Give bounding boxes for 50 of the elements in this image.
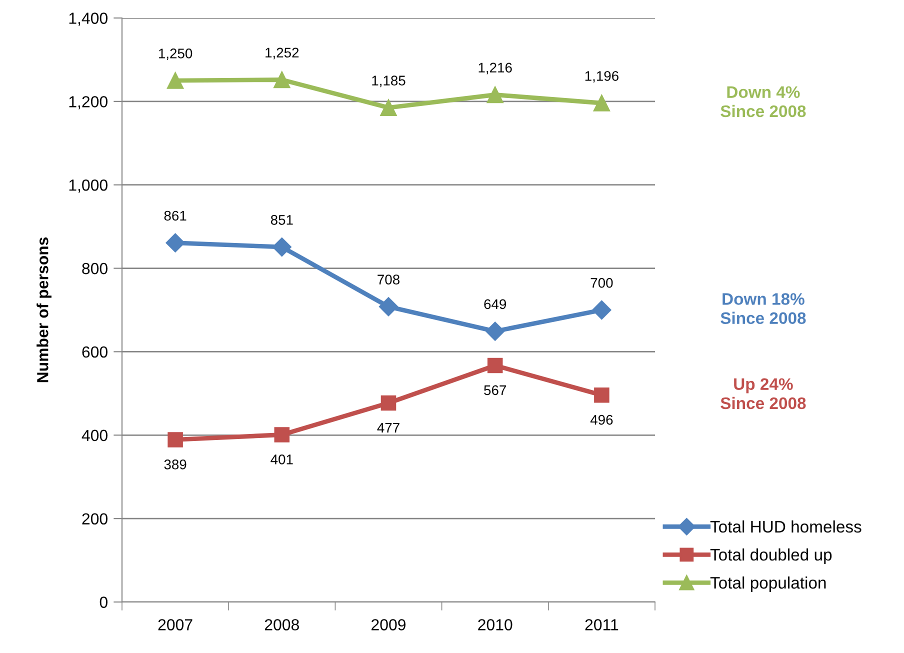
legend-label: Total doubled up [710,548,832,564]
point [378,297,398,316]
point [486,322,505,341]
y-tick-label: 800 [82,262,108,274]
x-tick-label: 2010 [478,619,512,630]
x-tick-label: 2008 [264,619,299,630]
x-tick-label: 2007 [158,619,192,630]
data-label: 649 [484,299,506,310]
y-tick-label: 1,200 [69,96,108,110]
point [274,427,290,442]
data-label: 496 [590,414,613,425]
data-label: 1,196 [585,71,618,83]
text: Up 24% Since 2008 [720,378,806,410]
legend-label: Total population [710,576,826,592]
y-tick-label: 600 [82,346,108,358]
point [592,300,612,320]
y-axis-title: Number of persons [36,237,52,382]
point [380,395,396,411]
data-label: 401 [270,454,293,464]
data-label: 851 [270,214,293,225]
data-label: 389 [164,460,186,470]
point [274,71,290,88]
point [593,94,610,112]
data-label: 861 [164,210,186,221]
text: Down 4% Since 2008 [720,86,806,118]
point [380,99,397,116]
point [166,233,185,252]
point [272,237,292,257]
data-label: 477 [377,422,400,433]
data-label: 1,252 [266,48,299,60]
x-tick-label: 2009 [372,619,406,630]
y-tick-label: 0 [100,596,108,608]
data-label: 1,250 [158,48,192,60]
y-tick-label: 1,000 [69,179,108,193]
x-tick-label: 2011 [585,619,618,630]
data-label: 1,216 [478,62,512,74]
point [166,72,184,89]
data-label: 567 [484,385,506,396]
y-tick-label: 1,400 [69,12,108,26]
data-label: 700 [590,278,613,288]
y-tick-label: 400 [82,430,108,442]
legend-label: Total HUD homeless [710,520,862,533]
text: Down 18% Since 2008 [720,293,806,324]
y-tick-label: 200 [82,513,108,525]
point [168,432,183,448]
point [487,358,503,374]
point [594,387,610,403]
point [486,86,504,104]
data-label: 1,185 [372,76,406,88]
data-label: 708 [378,274,400,284]
